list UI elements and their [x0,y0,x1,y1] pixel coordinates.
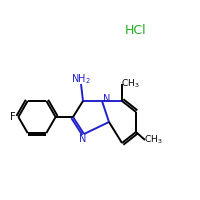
Text: HCl: HCl [125,24,147,38]
Text: NH$_2$: NH$_2$ [71,73,91,87]
Text: F: F [10,112,16,122]
Text: N: N [103,94,110,104]
Text: N: N [79,134,86,144]
Text: CH$_3$: CH$_3$ [144,134,163,146]
Text: CH$_3$: CH$_3$ [121,78,140,90]
